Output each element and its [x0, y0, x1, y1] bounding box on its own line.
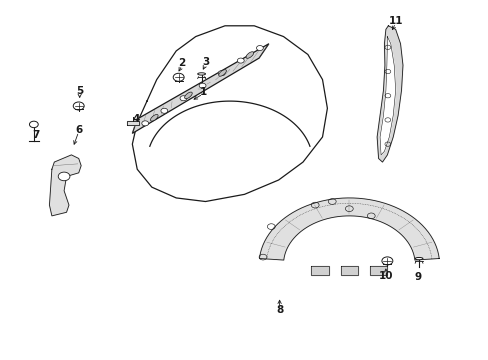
Text: 4: 4 [132, 114, 140, 124]
Circle shape [173, 73, 184, 81]
Text: 7: 7 [33, 130, 40, 140]
Ellipse shape [414, 257, 422, 260]
Text: 9: 9 [413, 272, 420, 282]
Polygon shape [132, 26, 327, 202]
Polygon shape [376, 26, 402, 162]
Polygon shape [127, 121, 139, 125]
Polygon shape [340, 266, 357, 275]
Ellipse shape [197, 73, 205, 75]
Text: 11: 11 [387, 16, 402, 26]
Polygon shape [369, 266, 386, 275]
Polygon shape [259, 198, 438, 260]
Text: 1: 1 [199, 87, 206, 97]
Ellipse shape [150, 114, 158, 121]
Circle shape [29, 121, 38, 128]
Ellipse shape [245, 52, 253, 58]
Text: 8: 8 [275, 305, 283, 315]
Text: 10: 10 [378, 271, 392, 281]
Circle shape [180, 96, 186, 101]
Circle shape [73, 102, 84, 110]
Circle shape [58, 172, 70, 181]
Text: 2: 2 [178, 58, 185, 68]
Polygon shape [49, 155, 81, 216]
Text: 6: 6 [75, 125, 82, 135]
Circle shape [237, 58, 244, 63]
Polygon shape [311, 266, 328, 275]
Circle shape [199, 83, 205, 88]
Circle shape [218, 71, 224, 76]
Polygon shape [132, 44, 268, 134]
Text: 5: 5 [76, 86, 83, 96]
Ellipse shape [218, 69, 226, 76]
Circle shape [161, 108, 167, 113]
Text: 3: 3 [202, 57, 209, 67]
Polygon shape [379, 37, 395, 155]
Ellipse shape [184, 92, 192, 99]
Circle shape [256, 45, 263, 50]
Circle shape [142, 121, 148, 126]
Circle shape [381, 257, 392, 265]
